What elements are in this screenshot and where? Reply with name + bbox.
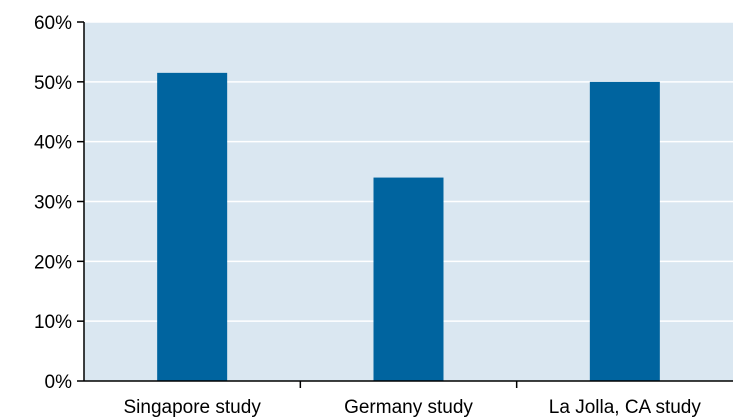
y-tick-label: 60% bbox=[34, 13, 72, 34]
y-tick-label: 30% bbox=[34, 193, 72, 214]
y-tick-label: 40% bbox=[34, 133, 72, 154]
y-tick-label: 20% bbox=[34, 252, 72, 273]
bars bbox=[157, 72, 660, 381]
x-category-label: Germany study bbox=[344, 397, 473, 418]
bar-germany-study bbox=[373, 177, 444, 381]
bar-la-jolla-ca-study bbox=[589, 81, 660, 381]
x-category-label: Singapore study bbox=[124, 397, 262, 418]
x-category-label: La Jolla, CA study bbox=[549, 397, 702, 418]
y-tick-label: 10% bbox=[34, 312, 72, 333]
bar-singapore-study bbox=[157, 72, 228, 381]
x-axis-ticks: Singapore study Germany study La Jolla, CA… bbox=[124, 381, 702, 418]
y-tick-label: 50% bbox=[34, 73, 72, 94]
y-axis-ticks: 0% 10% 20% 30% 40% 50% 60% bbox=[34, 13, 84, 393]
y-tick-label: 0% bbox=[45, 372, 73, 393]
